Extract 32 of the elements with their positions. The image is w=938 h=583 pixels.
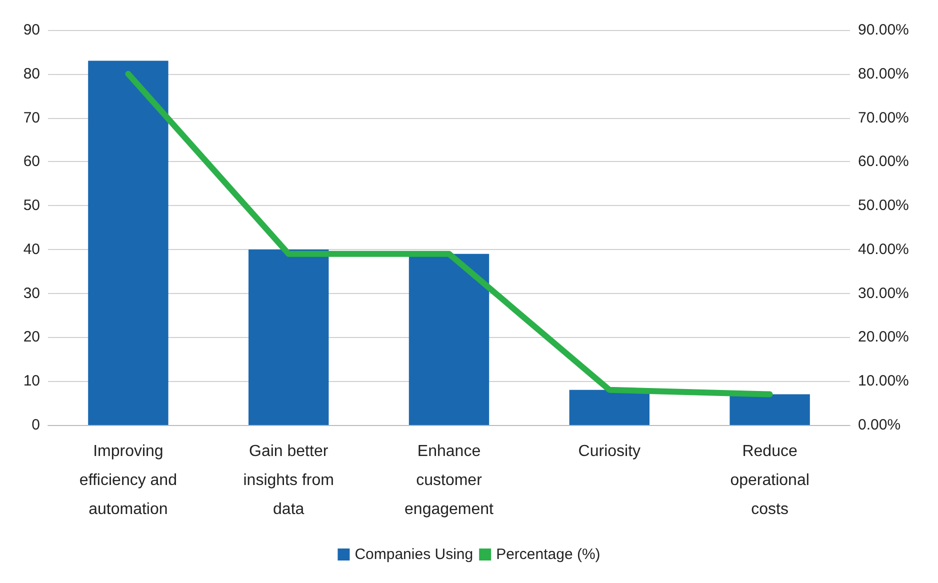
y-tick-label: 50	[23, 197, 40, 214]
legend-label: Percentage (%)	[496, 546, 600, 563]
y2-tick-label: 90.00%	[858, 22, 909, 38]
y2-tick-label: 10.00%	[858, 372, 909, 390]
y2-tick-label: 60.00%	[858, 153, 909, 170]
x-tick-label: Reduce operational costs	[730, 443, 810, 518]
y2-tick-label: 70.00%	[858, 109, 909, 126]
y2-tick-label: 50.00%	[858, 197, 909, 214]
y-tick-label: 40	[23, 240, 40, 258]
bar	[569, 390, 650, 425]
y2-tick-label: 0.00%	[858, 416, 901, 434]
y2-tick-label: 80.00%	[858, 65, 909, 82]
x-tick-label: Enhance customer engagement	[404, 443, 494, 518]
x-tick-label: Improving efficiency and automation	[79, 443, 177, 518]
y2-tick-label: 40.00%	[858, 240, 909, 258]
y-tick-label: 10	[23, 372, 40, 390]
bar	[408, 254, 490, 425]
y-tick-label: 0	[32, 416, 40, 434]
y2-tick-label: 30.00%	[858, 284, 909, 302]
legend-label: Companies Using	[354, 546, 474, 563]
y-tick-label: 70	[23, 109, 40, 126]
bar	[730, 394, 810, 425]
y2-tick-label: 20.00%	[858, 328, 909, 346]
x-tick-label: Curiosity	[578, 443, 641, 460]
y-tick-label: 60	[23, 153, 40, 170]
y-tick-label: 30	[23, 284, 40, 302]
bar	[248, 249, 329, 425]
y-tick-label: 80	[23, 65, 40, 82]
x-tick-label: Gain better insights from data	[243, 443, 334, 518]
y-tick-label: 90	[23, 22, 40, 38]
bar	[88, 60, 168, 425]
y-tick-label: 20	[23, 328, 40, 346]
